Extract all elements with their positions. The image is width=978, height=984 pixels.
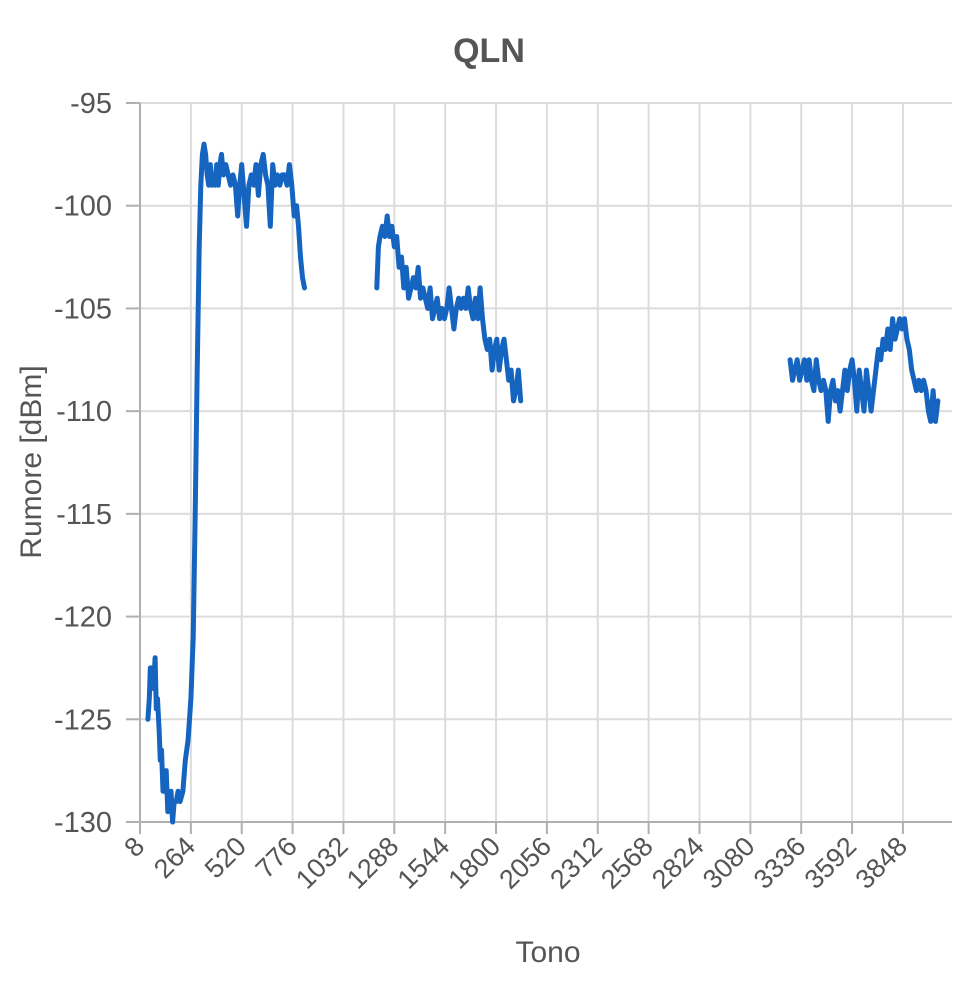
x-tick-label: 1544 bbox=[392, 831, 456, 895]
y-tick-label: -100 bbox=[54, 191, 112, 223]
x-tick-labels: 8264520776103212881544180020562312256828… bbox=[118, 831, 913, 895]
axes bbox=[126, 102, 952, 834]
chart-title: QLN bbox=[453, 32, 525, 70]
x-tick-label: 1288 bbox=[341, 831, 405, 895]
grid bbox=[139, 102, 952, 823]
series-line bbox=[374, 213, 524, 404]
y-tick-label: -105 bbox=[54, 293, 112, 325]
x-tick-label: 2568 bbox=[595, 831, 659, 895]
x-tick-label: 2824 bbox=[646, 831, 710, 895]
x-tick-label: 1800 bbox=[443, 831, 507, 895]
y-tick-label: -125 bbox=[54, 704, 112, 736]
x-tick-label: 3592 bbox=[799, 831, 863, 895]
x-axis-label: Tono bbox=[515, 936, 580, 969]
y-tick-label: -115 bbox=[56, 499, 112, 531]
x-tick-label: 2056 bbox=[493, 831, 557, 895]
y-tick-labels: -95 -100 -105 -110 -115 -120 -125 -130 bbox=[54, 88, 112, 839]
series-line bbox=[145, 141, 307, 825]
x-tick-label: 3080 bbox=[697, 831, 761, 895]
y-tick-label: -95 bbox=[70, 88, 112, 120]
x-tick-label: 8 bbox=[118, 831, 150, 863]
y-tick-label: -110 bbox=[56, 396, 112, 428]
x-tick-label: 2312 bbox=[544, 831, 608, 895]
x-tick-label: 264 bbox=[148, 831, 201, 884]
x-tick-label: 3848 bbox=[849, 831, 913, 895]
x-tick-label: 520 bbox=[199, 831, 252, 884]
y-tick-label: -130 bbox=[54, 807, 112, 839]
x-tick-label: 3336 bbox=[748, 831, 812, 895]
y-tick-label: -120 bbox=[54, 602, 112, 634]
series-layer bbox=[145, 141, 941, 825]
x-tick-label: 1032 bbox=[290, 831, 354, 895]
y-axis-label: Rumore [dBm] bbox=[15, 365, 48, 558]
series-line bbox=[787, 316, 941, 424]
